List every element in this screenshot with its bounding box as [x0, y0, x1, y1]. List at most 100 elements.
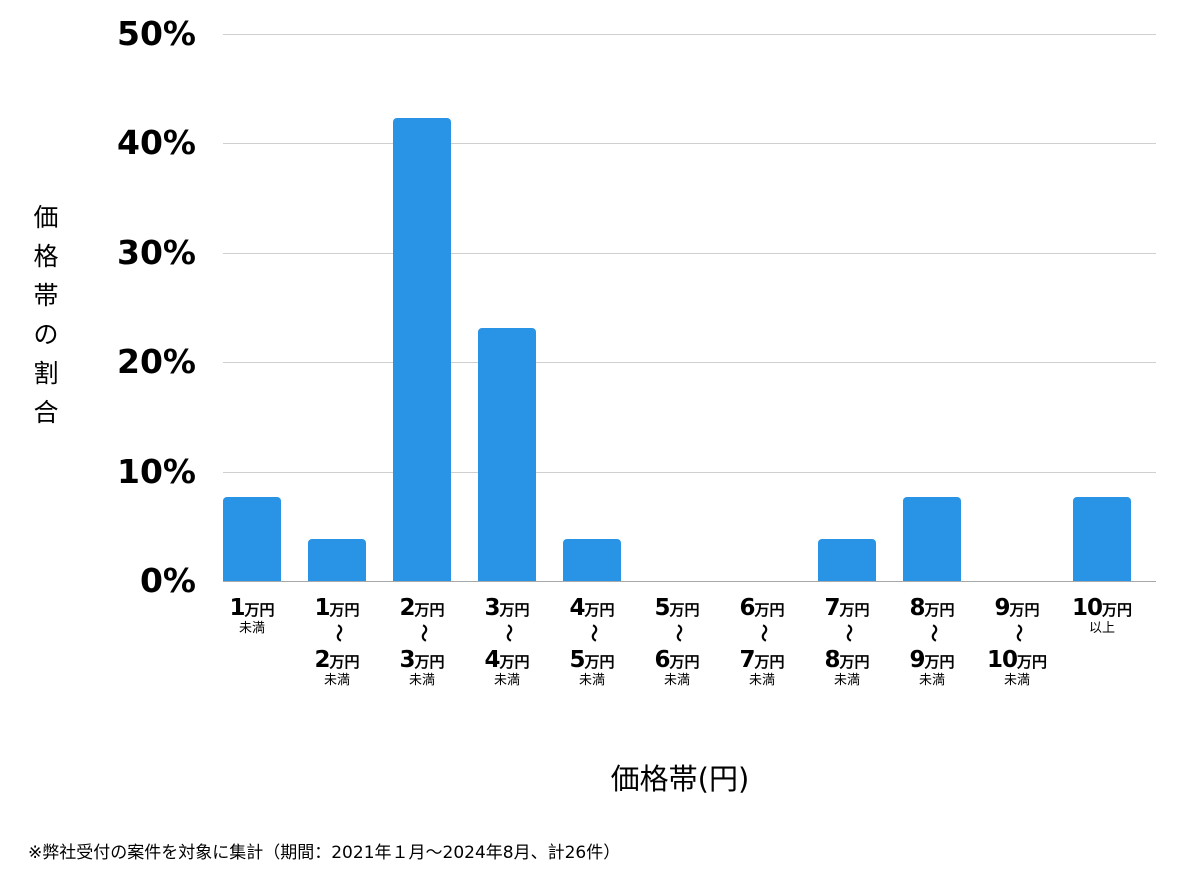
price-unit: 万円: [924, 601, 955, 619]
price-from: 9: [994, 595, 1010, 621]
price-from: 2: [399, 595, 415, 621]
price-from: 6: [739, 595, 755, 621]
y-axis-title-char: 割: [33, 359, 59, 388]
price-unit: 万円: [499, 653, 530, 671]
price-unit: 万円: [1102, 601, 1133, 619]
price-suffix: 未満: [663, 673, 690, 688]
price-to: 5: [569, 647, 585, 673]
range-wave-icon: 〜: [837, 624, 858, 642]
price-suffix: 未満: [238, 621, 265, 636]
price-unit: 万円: [329, 653, 360, 671]
price-suffix: 以上: [1088, 621, 1115, 636]
price-unit: 万円: [754, 653, 785, 671]
price-unit: 万円: [924, 653, 955, 671]
footnote: ※弊社受付の案件を対象に集計（期間：2021年１月〜2024年8月、計26件）: [28, 843, 621, 863]
bar: [308, 539, 366, 581]
price-from: 7: [824, 595, 840, 621]
price-from: 3: [484, 595, 500, 621]
y-axis-title-char: 帯: [33, 281, 59, 310]
bar: [563, 539, 621, 581]
price-to: 4: [484, 647, 500, 673]
gridline: [223, 34, 1156, 35]
price-from: 10: [1071, 595, 1103, 621]
price-unit: 万円: [839, 601, 870, 619]
price-to: 7: [739, 647, 755, 673]
x-category-label: 5万円〜 6万円 未満: [635, 594, 720, 687]
range-wave-icon: 〜: [497, 624, 518, 642]
price-to: 9: [909, 647, 925, 673]
price-from: 1: [314, 595, 330, 621]
bar: [1073, 496, 1131, 581]
price-unit: 万円: [499, 601, 530, 619]
price-from: 4: [569, 595, 585, 621]
bar: [478, 328, 536, 581]
gridline: [223, 143, 1156, 144]
y-tick-label: 40%: [117, 123, 196, 163]
price-suffix: 未満: [833, 673, 860, 688]
price-unit: 万円: [839, 653, 870, 671]
price-unit: 万円: [1017, 653, 1048, 671]
price-suffix: 未満: [323, 673, 350, 688]
y-tick-label: 0%: [139, 561, 196, 600]
range-wave-icon: 〜: [667, 624, 688, 642]
range-wave-icon: 〜: [1007, 624, 1028, 642]
bar: [818, 539, 876, 581]
range-wave-icon: 〜: [752, 624, 773, 642]
y-axis-title-char: 合: [33, 398, 59, 427]
price-from: 8: [909, 595, 925, 621]
price-unit: 万円: [329, 601, 360, 619]
x-category-label: 7万円〜 8万円 未満: [805, 594, 890, 687]
gridline: [223, 253, 1156, 254]
price-unit: 万円: [669, 653, 700, 671]
x-category-label: 6万円〜 7万円 未満: [720, 594, 805, 687]
range-wave-icon: 〜: [922, 624, 943, 642]
y-axis-title-char: 価: [33, 203, 59, 232]
price-suffix: 未満: [578, 673, 605, 688]
price-unit: 万円: [1009, 601, 1040, 619]
range-wave-icon: 〜: [582, 624, 603, 642]
range-wave-icon: 〜: [412, 624, 433, 642]
bar: [223, 496, 281, 581]
price-unit: 万円: [244, 601, 275, 619]
x-category-label: 4万円〜 5万円 未満: [550, 594, 635, 687]
y-axis-title-char: 格: [33, 242, 59, 271]
price-from: 1: [229, 595, 245, 621]
price-to: 10: [986, 647, 1018, 673]
price-unit: 万円: [584, 653, 615, 671]
bar: [903, 496, 961, 581]
x-category-label: 9万円〜 10万円 未満: [975, 594, 1060, 687]
y-tick-label: 10%: [117, 451, 196, 491]
price-suffix: 未満: [748, 673, 775, 688]
y-tick-label: 20%: [117, 342, 196, 382]
price-to: 6: [654, 647, 670, 673]
price-to: 2: [314, 647, 330, 673]
price-suffix: 未満: [918, 673, 945, 688]
price-unit: 万円: [669, 601, 700, 619]
price-suffix: 未満: [408, 673, 435, 688]
y-axis-title-char: の: [33, 320, 59, 349]
range-wave-icon: 〜: [327, 624, 348, 642]
x-category-label: 8万円〜 9万円 未満: [890, 594, 975, 687]
x-axis-title: 価格帯(円): [610, 762, 750, 796]
x-category-label: 1万円〜 2万円 未満: [295, 594, 380, 687]
price-suffix: 未満: [1003, 673, 1030, 688]
y-tick-label: 30%: [117, 232, 196, 272]
x-axis-baseline: [223, 581, 1156, 582]
price-unit: 万円: [414, 601, 445, 619]
gridline: [223, 362, 1156, 363]
bar: [393, 118, 451, 581]
y-tick-label: 50%: [117, 14, 196, 53]
price-from: 5: [654, 595, 670, 621]
gridline: [223, 472, 1156, 473]
x-category-label: 1万円未満: [210, 594, 295, 635]
y-axis-title: 価格帯の割合: [28, 198, 64, 432]
price-suffix: 未満: [493, 673, 520, 688]
x-category-label: 2万円〜 3万円 未満: [380, 594, 465, 687]
price-unit: 万円: [754, 601, 785, 619]
x-category-label: 10万円以上: [1060, 594, 1145, 635]
price-to: 8: [824, 647, 840, 673]
price-unit: 万円: [414, 653, 445, 671]
price-unit: 万円: [584, 601, 615, 619]
x-category-label: 3万円〜 4万円 未満: [465, 594, 550, 687]
